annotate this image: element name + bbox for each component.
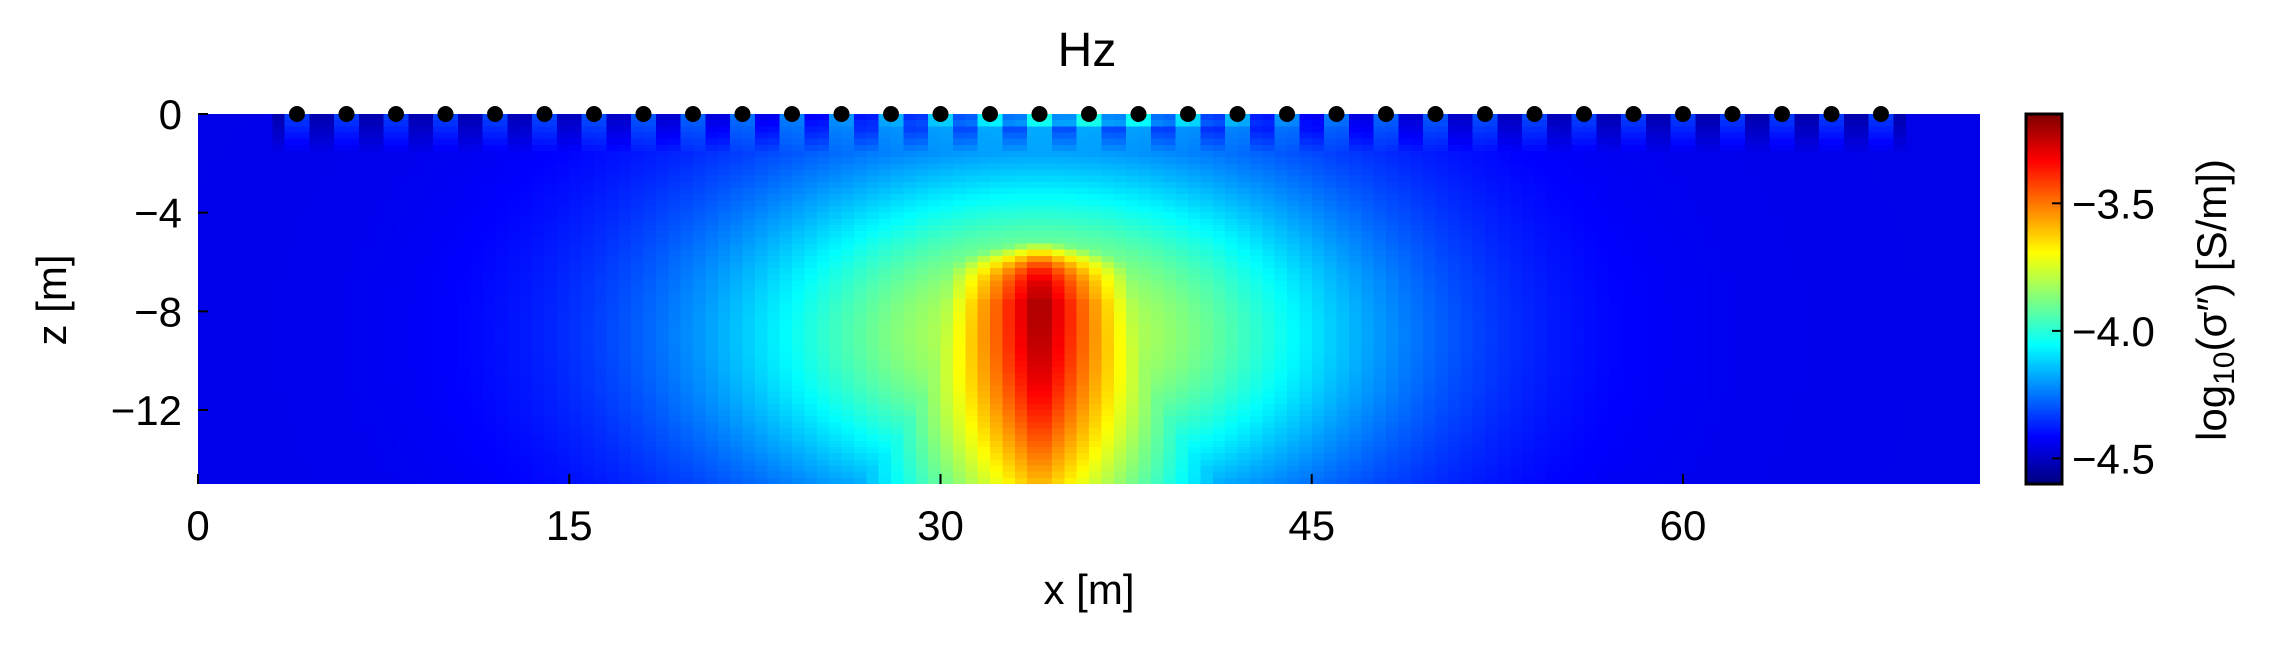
electrode-marker (1774, 106, 1790, 122)
electrode-marker (437, 106, 454, 122)
electrode-marker (1180, 106, 1196, 122)
electrode-marker (388, 106, 404, 122)
electrode-marker (1378, 106, 1394, 122)
y-tick-label: −4 (134, 190, 182, 237)
electrode-marker (635, 106, 652, 122)
electrode-marker (289, 106, 305, 122)
colorbar-label: log10(σ″) [S/m]) (2188, 159, 2241, 441)
y-tick-label: −12 (111, 387, 182, 434)
y-tick-label: −8 (134, 288, 182, 335)
electrode-marker (1576, 106, 1592, 122)
electrode-marker (338, 106, 355, 122)
y-axis-ticks: 0 −4 −8 −12 (111, 91, 208, 434)
y-tick-label: 0 (159, 91, 182, 138)
colorbar-gradient (2026, 114, 2062, 484)
electrode-marker (1675, 106, 1691, 122)
x-axis-ticks: 0 15 30 45 60 (186, 474, 1706, 549)
colorbar-tick-label: −4.0 (2072, 308, 2155, 355)
electrode-marker (1081, 106, 1097, 122)
x-tick-label: 60 (1660, 502, 1707, 549)
electrode-marker (1477, 106, 1493, 122)
electrode-marker (1526, 106, 1543, 122)
electrode-marker (1873, 106, 1889, 122)
electrode-marker (1427, 106, 1444, 122)
x-tick-label: 15 (546, 502, 593, 549)
electrode-marker (1130, 106, 1147, 122)
electrode-marker (833, 106, 850, 122)
electrode-marker (883, 106, 899, 122)
x-tick-label: 45 (1288, 502, 1335, 549)
chart-title: Hz (1058, 24, 1117, 77)
electrode-marker (932, 106, 949, 122)
electrode-marker (982, 106, 998, 122)
electrode-marker (536, 106, 553, 122)
electrode-marker (1031, 106, 1048, 122)
x-tick-label: 0 (186, 502, 209, 549)
x-tick-label: 30 (917, 502, 964, 549)
electrode-marker (1279, 106, 1295, 122)
electrode-marker (685, 106, 701, 122)
colorbar-tick-label: −4.5 (2072, 435, 2155, 482)
x-axis-label: x [m] (1044, 566, 1135, 613)
electrode-marker (1724, 106, 1741, 122)
electrode-marker (1625, 106, 1642, 122)
colorbar-frame (2024, 112, 2064, 486)
electrode-marker (586, 106, 602, 122)
plot-area (198, 114, 1980, 484)
colorbar: −3.5 −4.0 −4.5 log10(σ″) [S/m]) (2024, 112, 2241, 486)
electrode-marker (734, 106, 751, 122)
y-axis-label: z [m] (28, 255, 75, 346)
electrode-marker (487, 106, 503, 122)
electrode-marker (1229, 106, 1246, 122)
colorbar-tick-label: −3.5 (2072, 180, 2155, 227)
colorbar-ticks: −3.5 −4.0 −4.5 (2052, 180, 2155, 482)
electrode-markers (289, 106, 1889, 122)
electrode-marker (1823, 106, 1840, 122)
electrode-marker (784, 106, 800, 122)
heatmap-image (198, 114, 1980, 484)
electrode-marker (1328, 106, 1345, 122)
